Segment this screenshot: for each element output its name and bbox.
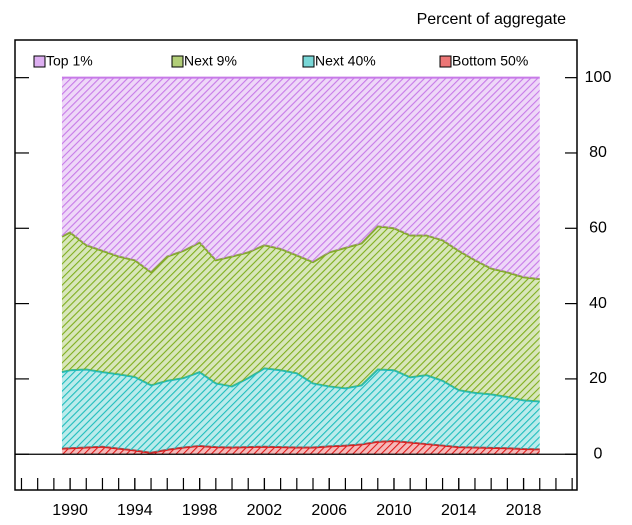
legend-label: Top 1% — [46, 53, 93, 69]
legend-label: Next 9% — [184, 53, 237, 69]
y-tick-label: 60 — [589, 220, 607, 237]
area — [61, 226, 540, 402]
y-tick-label: 0 — [594, 445, 603, 462]
x-tick-label: 1990 — [52, 502, 88, 519]
legend-swatch — [439, 55, 452, 68]
y-tick-label: 80 — [589, 144, 607, 161]
x-tick-label: 1998 — [182, 502, 218, 519]
x-tick-label: 2006 — [311, 502, 347, 519]
plot-frame — [14, 39, 578, 491]
x-tick-label: 2010 — [376, 502, 412, 519]
area — [61, 77, 540, 280]
legend-label: Next 40% — [315, 53, 376, 69]
legend-swatch — [33, 55, 46, 68]
legend-label: Bottom 50% — [452, 53, 528, 69]
y-tick-label: 100 — [585, 69, 612, 86]
x-tick-label: 2018 — [506, 502, 542, 519]
x-tick-label: 1994 — [117, 502, 153, 519]
y-tick-label: 40 — [589, 295, 607, 312]
x-tick-label: 2014 — [441, 502, 477, 519]
legend-swatch — [171, 55, 184, 68]
y-tick-label: 20 — [589, 370, 607, 387]
chart-title: Percent of aggregate — [417, 11, 567, 28]
x-tick-label: 2002 — [247, 502, 283, 519]
area — [61, 368, 540, 453]
legend-swatch — [302, 55, 315, 68]
